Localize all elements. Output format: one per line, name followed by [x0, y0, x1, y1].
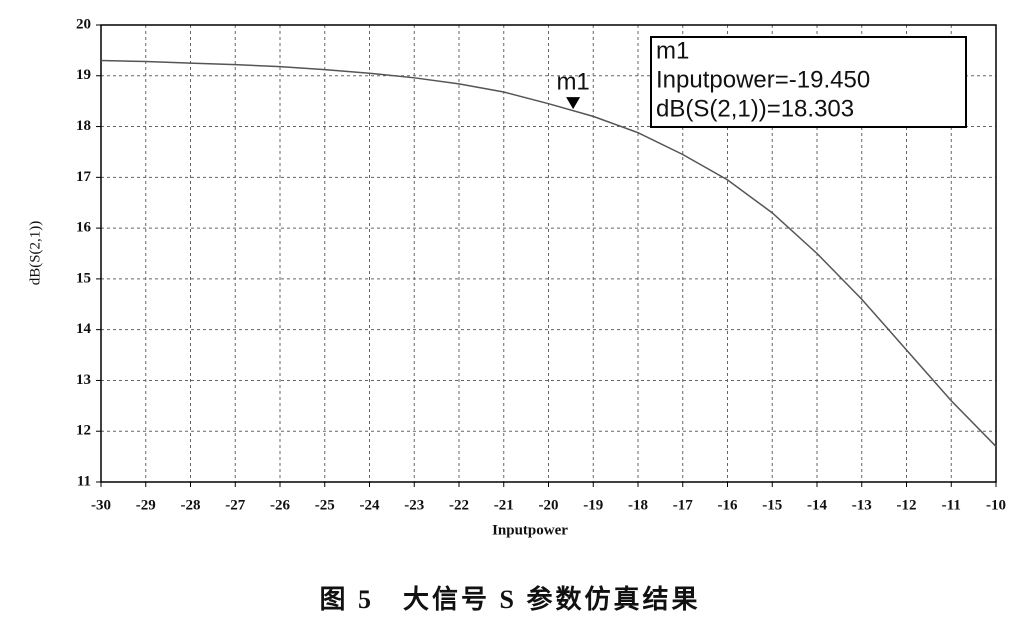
x-tick-label: -22 — [449, 497, 469, 513]
x-tick-label: -19 — [583, 497, 603, 513]
x-tick-label: -18 — [628, 497, 648, 513]
x-axis-label: Inputpower — [492, 522, 568, 538]
x-tick-label: -24 — [360, 497, 380, 513]
y-tick-label: 13 — [76, 372, 91, 388]
y-tick-label: 16 — [76, 220, 92, 236]
x-tick-label: -14 — [807, 497, 827, 513]
x-tick-label: -27 — [225, 497, 245, 513]
y-tick-label: 18 — [76, 118, 91, 134]
x-tick-label: -15 — [762, 497, 782, 513]
x-tick-label: -10 — [986, 497, 1006, 513]
marker-box — [650, 36, 967, 128]
plot-frame — [100, 24, 997, 483]
marker-triangle — [566, 97, 581, 110]
data-line — [100, 59, 997, 447]
x-tick-label: -28 — [181, 497, 201, 513]
x-tick-label: -16 — [718, 497, 738, 513]
marker-box-line: Inputpower=-19.450 — [656, 66, 870, 93]
y-tick-label: 20 — [76, 16, 91, 32]
x-tick-label: -12 — [897, 497, 917, 513]
x-tick-label: -30 — [91, 497, 111, 513]
marker-box-line: dB(S(2,1))=18.303 — [656, 95, 854, 122]
marker-label: m1 — [556, 69, 589, 96]
x-tick-label: -17 — [673, 497, 693, 513]
y-tick-label: 17 — [76, 169, 92, 185]
y-tick-label: 14 — [76, 321, 92, 337]
x-tick-label: -21 — [494, 497, 514, 513]
x-tick-label: -29 — [136, 497, 156, 513]
x-tick-label: -20 — [539, 497, 559, 513]
x-tick-label: -23 — [404, 497, 424, 513]
x-tick-label: -25 — [315, 497, 335, 513]
caption: 图 5 大信号 S 参数仿真结果 — [320, 584, 701, 614]
x-tick-label: -11 — [942, 497, 961, 513]
x-tick-label: -26 — [270, 497, 290, 513]
y-tick-label: 15 — [76, 270, 91, 286]
y-tick-label: 12 — [76, 423, 91, 439]
x-tick-label: -13 — [852, 497, 872, 513]
y-tick-label: 11 — [77, 473, 91, 489]
y-tick-label: 19 — [76, 67, 91, 83]
marker-box-title: m1 — [656, 37, 689, 64]
y-axis-label: dB(S(2,1)) — [27, 221, 43, 286]
